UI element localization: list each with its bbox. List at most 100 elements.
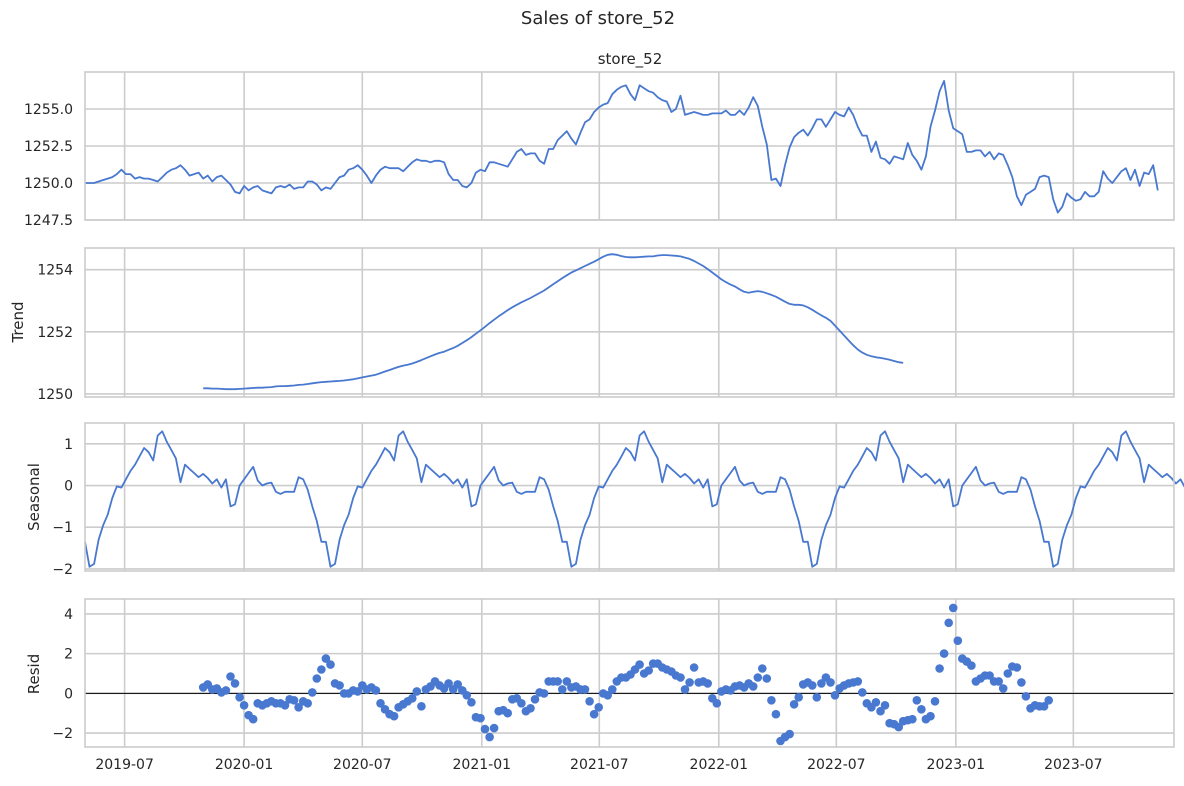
resid-point bbox=[444, 679, 453, 688]
resid-point bbox=[589, 709, 599, 719]
y-tick-label: 1250.0 bbox=[24, 176, 73, 192]
panel-3: −2 0 2 4 bbox=[52, 598, 1175, 748]
resid-point bbox=[1044, 696, 1053, 705]
resid-point bbox=[317, 665, 326, 674]
resid-point bbox=[353, 687, 363, 696]
resid-point bbox=[748, 682, 758, 691]
resid-point bbox=[967, 661, 976, 670]
resid-point bbox=[453, 680, 463, 689]
y-tick-label: 1247.5 bbox=[24, 213, 73, 229]
x-tick-label: 2022-01 bbox=[690, 757, 749, 773]
resid-point bbox=[1021, 692, 1031, 701]
resid-point bbox=[585, 697, 594, 706]
y-tick-label: 1252 bbox=[37, 325, 73, 341]
resid-point bbox=[762, 674, 772, 683]
y-tick-label: 1250 bbox=[37, 387, 73, 403]
resid-point bbox=[758, 664, 767, 673]
resid-point bbox=[580, 685, 590, 694]
panel-2: −2 −1 0 1 bbox=[52, 422, 1184, 578]
resid-point bbox=[248, 714, 258, 724]
resid-point bbox=[1003, 669, 1013, 678]
resid-point bbox=[226, 672, 235, 681]
ylabel-trend: Trend bbox=[9, 301, 27, 343]
resid-point bbox=[321, 654, 331, 663]
y-tick-label: 2 bbox=[64, 647, 73, 663]
resid-point bbox=[817, 679, 826, 688]
resid-point bbox=[689, 663, 699, 672]
resid-point bbox=[558, 685, 567, 694]
axes-frame bbox=[84, 598, 1175, 748]
resid-point bbox=[985, 671, 994, 680]
resid-point bbox=[594, 703, 603, 712]
resid-point bbox=[680, 685, 690, 694]
resid-point bbox=[826, 678, 835, 687]
resid-point bbox=[676, 673, 685, 682]
resid-point bbox=[389, 711, 399, 721]
x-tick-label: 2023-01 bbox=[927, 757, 986, 773]
resid-point bbox=[767, 696, 776, 705]
axes-frame bbox=[84, 422, 1175, 572]
figure-title: Sales of store_52 bbox=[521, 8, 675, 29]
resid-point bbox=[830, 691, 840, 700]
y-tick-label: 1 bbox=[64, 437, 73, 453]
resid-point bbox=[412, 687, 422, 696]
resid-point bbox=[1012, 663, 1022, 672]
resid-point bbox=[894, 722, 903, 732]
resid-point bbox=[335, 681, 344, 690]
resid-point bbox=[326, 660, 335, 669]
resid-point bbox=[712, 699, 722, 708]
x-tick-label: 2019-07 bbox=[95, 757, 154, 773]
resid-point bbox=[517, 699, 526, 708]
y-tick-label: 0 bbox=[64, 686, 73, 702]
resid-point bbox=[562, 677, 572, 686]
resid-point bbox=[926, 711, 935, 721]
resid-point bbox=[703, 679, 712, 688]
resid-point bbox=[530, 695, 540, 704]
axes-frame bbox=[84, 247, 1175, 398]
resid-point bbox=[930, 697, 940, 706]
resid-point bbox=[376, 699, 385, 708]
resid-point bbox=[635, 660, 644, 669]
series-line bbox=[84, 430, 1184, 568]
resid-point bbox=[230, 679, 240, 688]
resid-point bbox=[608, 685, 617, 694]
x-tick-label: 2021-01 bbox=[453, 757, 512, 773]
resid-point bbox=[871, 698, 881, 707]
resid-point bbox=[794, 693, 803, 702]
resid-point bbox=[808, 681, 817, 690]
resid-point bbox=[812, 693, 822, 702]
resid-point bbox=[280, 701, 290, 710]
y-tick-label: −1 bbox=[52, 520, 73, 536]
resid-point bbox=[948, 603, 958, 613]
y-tick-label: 1255.0 bbox=[24, 102, 73, 118]
y-tick-label: 4 bbox=[64, 607, 73, 623]
resid-point bbox=[408, 694, 417, 703]
resid-point bbox=[480, 724, 490, 734]
resid-point bbox=[1017, 678, 1026, 687]
panel-1: 1250 1252 1254 bbox=[37, 247, 1175, 403]
resid-point bbox=[294, 703, 303, 712]
series-line bbox=[203, 253, 904, 391]
resid-point bbox=[239, 701, 249, 710]
resid-point bbox=[308, 688, 317, 697]
resid-point bbox=[526, 704, 535, 713]
ylabel-resid: Resid bbox=[25, 654, 43, 694]
resid-point bbox=[953, 636, 963, 645]
resid-point bbox=[476, 713, 485, 723]
y-tick-label: −2 bbox=[52, 562, 73, 578]
panel-0: 1247.5 1250.0 1252.5 1255.0 bbox=[24, 71, 1175, 229]
resid-point bbox=[221, 686, 231, 695]
resid-point bbox=[1039, 702, 1049, 711]
y-tick-label: −2 bbox=[52, 726, 73, 742]
resid-point bbox=[939, 649, 949, 658]
resid-point bbox=[858, 688, 867, 697]
resid-point bbox=[503, 708, 512, 718]
resid-point bbox=[289, 696, 299, 705]
y-tick-label: 1254 bbox=[37, 263, 73, 279]
resid-point bbox=[467, 698, 476, 707]
resid-point bbox=[853, 677, 863, 686]
resid-point bbox=[489, 723, 499, 733]
resid-point bbox=[753, 673, 763, 682]
x-tick-label: 2023-07 bbox=[1044, 757, 1103, 773]
